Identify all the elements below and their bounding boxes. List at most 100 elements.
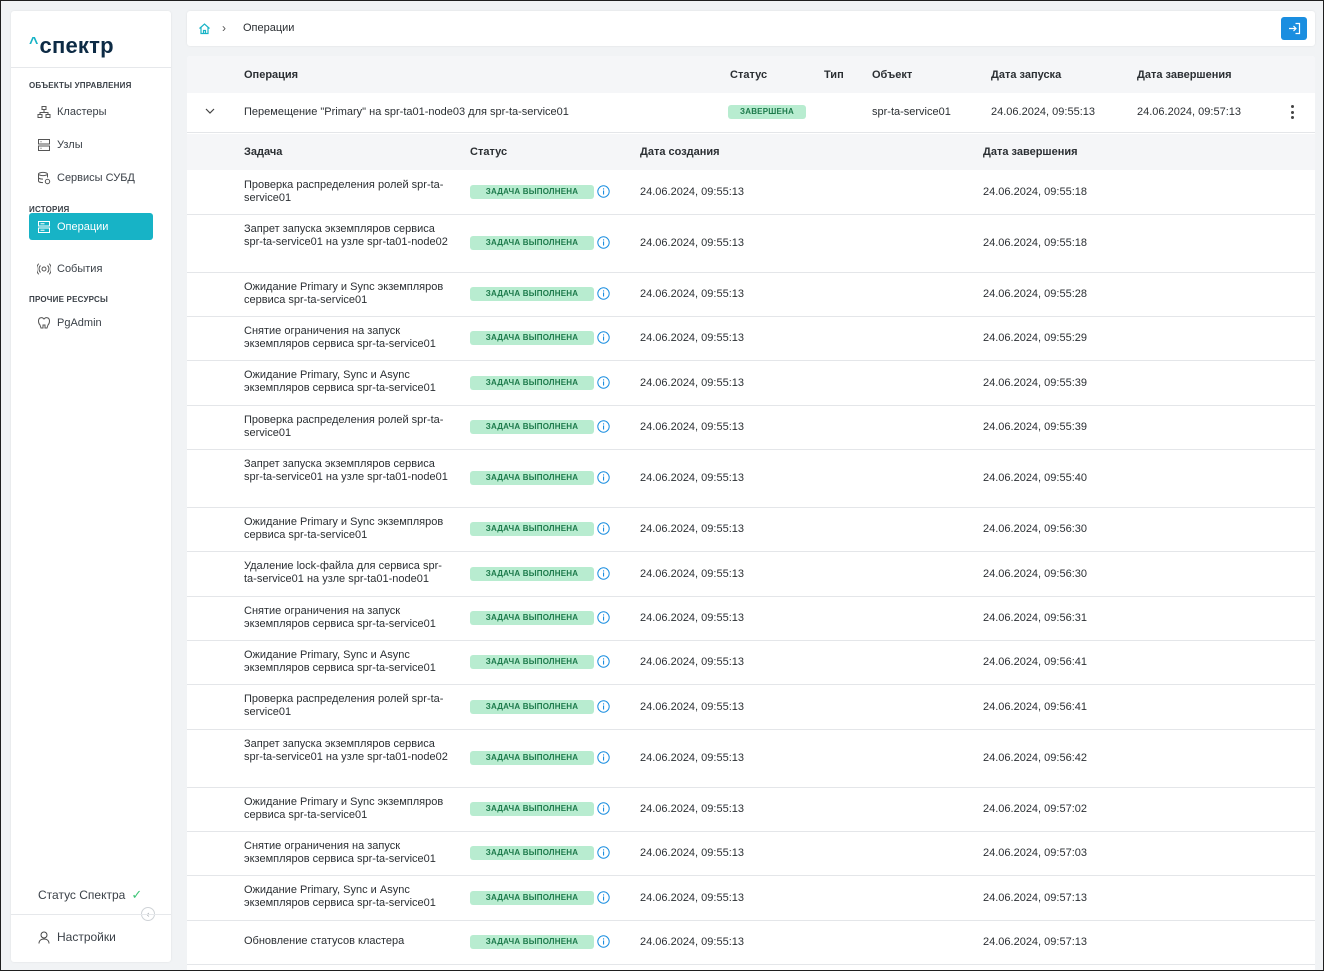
logout-button[interactable] <box>1281 17 1307 40</box>
info-icon[interactable] <box>597 751 610 764</box>
table-row[interactable]: Снятие ограничения на запуск экземпляров… <box>187 317 1315 361</box>
task-finished-date: 24.06.2024, 09:56:41 <box>983 656 1087 668</box>
table-row[interactable]: Ожидание Primary и Sync экземпляров серв… <box>187 508 1315 552</box>
task-finished-date: 24.06.2024, 09:56:30 <box>983 523 1087 535</box>
sidebar-item-pgadmin[interactable]: PgAdmin <box>29 310 153 336</box>
table-row[interactable]: Обновление статусов кластера ЗАДАЧА ВЫПОЛ… <box>187 921 1315 965</box>
info-icon[interactable] <box>597 522 610 535</box>
info-icon[interactable] <box>597 846 610 859</box>
operation-finished: 24.06.2024, 09:57:13 <box>1137 106 1241 118</box>
table-row[interactable]: Запрет запуска экземпляров сервиса spr-t… <box>187 450 1315 508</box>
operation-row[interactable]: Перемещение "Primary" на spr-ta01-node03… <box>187 93 1315 133</box>
task-created-date: 24.06.2024, 09:55:13 <box>640 568 744 580</box>
info-icon[interactable] <box>597 891 610 904</box>
info-icon[interactable] <box>597 287 610 300</box>
table-row[interactable]: Ожидание Primary и Sync экземпляров серв… <box>187 788 1315 832</box>
table-row[interactable]: Снятие ограничения на запуск экземпляров… <box>187 597 1315 641</box>
info-icon[interactable] <box>597 567 610 580</box>
table-row[interactable]: Запрет запуска экземпляров сервиса spr-t… <box>187 215 1315 273</box>
task-name: Снятие ограничения на запуск экземпляров… <box>244 605 436 631</box>
table-row[interactable]: Ожидание Primary и Sync экземпляров серв… <box>187 273 1315 317</box>
col-finished: Дата завершения <box>1137 69 1232 81</box>
table-row[interactable]: Ожидание Primary, Sync и Async экземпляр… <box>187 641 1315 685</box>
info-icon[interactable] <box>597 802 610 815</box>
info-icon[interactable] <box>597 236 610 249</box>
task-name: Запрет запуска экземпляров сервиса spr-t… <box>244 223 448 249</box>
sidebar-item-label: Сервисы СУБД <box>57 172 135 184</box>
logout-icon <box>1288 22 1300 35</box>
section-label-other: ПРОЧИЕ РЕСУРСЫ <box>29 295 108 304</box>
info-icon[interactable] <box>597 185 610 198</box>
info-icon[interactable] <box>597 420 610 433</box>
user-icon <box>38 931 50 944</box>
section-label-objects: ОБЪЕКТЫ УПРАВЛЕНИЯ <box>29 81 132 90</box>
sidebar-item-events[interactable]: События <box>29 256 153 282</box>
logo-caret: ^ <box>29 35 39 52</box>
breadcrumb: › Операции <box>187 11 1315 46</box>
task-finished-date: 24.06.2024, 09:55:28 <box>983 288 1087 300</box>
task-created-date: 24.06.2024, 09:55:13 <box>640 421 744 433</box>
table-row[interactable]: Ожидание Primary, Sync и Async экземпляр… <box>187 361 1315 406</box>
cluster-icon <box>37 106 51 118</box>
operation-name: Перемещение "Primary" на spr-ta01-node03… <box>244 106 569 118</box>
task-finished-date: 24.06.2024, 09:55:29 <box>983 332 1087 344</box>
task-status-badge: ЗАДАЧА ВЫПОЛНЕНА <box>470 891 594 905</box>
task-created-date: 24.06.2024, 09:55:13 <box>640 752 744 764</box>
info-icon[interactable] <box>597 700 610 713</box>
task-finished-date: 24.06.2024, 09:55:18 <box>983 186 1087 198</box>
sidebar-item-db-services[interactable]: Сервисы СУБД <box>29 165 153 191</box>
table-row[interactable]: Проверка распределения ролей spr-ta-serv… <box>187 171 1315 215</box>
table-row[interactable]: Проверка распределения ролей spr-ta-serv… <box>187 406 1315 450</box>
task-status-badge: ЗАДАЧА ВЫПОЛНЕНА <box>470 751 594 765</box>
task-created-date: 24.06.2024, 09:55:13 <box>640 656 744 668</box>
tasks-table-header: Задача Статус Дата создания Дата заверше… <box>187 134 1315 170</box>
sidebar-item-label: PgAdmin <box>57 317 102 329</box>
task-finished-date: 24.06.2024, 09:57:13 <box>983 936 1087 948</box>
task-status-badge: ЗАДАЧА ВЫПОЛНЕНА <box>470 420 594 434</box>
info-icon[interactable] <box>597 611 610 624</box>
breadcrumb-current: Операции <box>243 22 295 34</box>
task-created-date: 24.06.2024, 09:55:13 <box>640 472 744 484</box>
task-name: Ожидание Primary и Sync экземпляров серв… <box>244 796 444 822</box>
info-icon[interactable] <box>597 935 610 948</box>
col-operation: Операция <box>244 69 299 81</box>
sidebar-item-clusters[interactable]: Кластеры <box>29 99 153 125</box>
chevron-right-icon: › <box>222 21 226 35</box>
table-row[interactable]: Ожидание Primary, Sync и Async экземпляр… <box>187 876 1315 921</box>
spectr-status[interactable]: Статус Спектра ✓ <box>38 887 142 903</box>
task-status-badge: ЗАДАЧА ВЫПОЛНЕНА <box>470 522 594 536</box>
table-row[interactable]: Удаление lock-файла для сервиса spr-ta-s… <box>187 552 1315 597</box>
info-icon[interactable] <box>597 471 610 484</box>
chevron-down-icon[interactable] <box>204 105 216 117</box>
col-status: Статус <box>730 69 768 81</box>
sidebar-item-operations[interactable]: Операции <box>29 213 153 240</box>
more-actions-icon[interactable] <box>1287 103 1297 121</box>
task-status-badge: ЗАДАЧА ВЫПОЛНЕНА <box>470 700 594 714</box>
task-created-date: 24.06.2024, 09:55:13 <box>640 892 744 904</box>
table-row[interactable]: Проверка распределения ролей spr-ta-serv… <box>187 685 1315 730</box>
logo[interactable]: ^спектр <box>29 33 114 59</box>
info-icon[interactable] <box>597 376 610 389</box>
col-type: Тип <box>824 69 844 81</box>
task-created-date: 24.06.2024, 09:55:13 <box>640 936 744 948</box>
logo-text: спектр <box>39 33 114 58</box>
task-status-badge: ЗАДАЧА ВЫПОЛНЕНА <box>470 287 594 301</box>
col-task-status: Статус <box>470 146 508 158</box>
task-status-badge: ЗАДАЧА ВЫПОЛНЕНА <box>470 376 594 390</box>
home-icon[interactable] <box>198 22 211 35</box>
settings-label: Настройки <box>57 930 116 944</box>
task-name: Запрет запуска экземпляров сервиса spr-t… <box>244 458 448 484</box>
task-created-date: 24.06.2024, 09:55:13 <box>640 701 744 713</box>
table-row[interactable]: Снятие ограничения на запуск экземпляров… <box>187 832 1315 876</box>
database-icon <box>38 171 51 185</box>
info-icon[interactable] <box>597 655 610 668</box>
table-row[interactable]: Запрет запуска экземпляров сервиса spr-t… <box>187 730 1315 788</box>
task-finished-date: 24.06.2024, 09:55:40 <box>983 472 1087 484</box>
task-status-badge: ЗАДАЧА ВЫПОЛНЕНА <box>470 185 594 199</box>
col-task-finished: Дата завершения <box>983 146 1078 158</box>
sidebar-item-nodes[interactable]: Узлы <box>29 132 153 158</box>
sidebar-item-label: Операции <box>57 220 109 233</box>
settings-link[interactable]: Настройки <box>38 930 116 944</box>
task-finished-date: 24.06.2024, 09:55:39 <box>983 421 1087 433</box>
info-icon[interactable] <box>597 331 610 344</box>
